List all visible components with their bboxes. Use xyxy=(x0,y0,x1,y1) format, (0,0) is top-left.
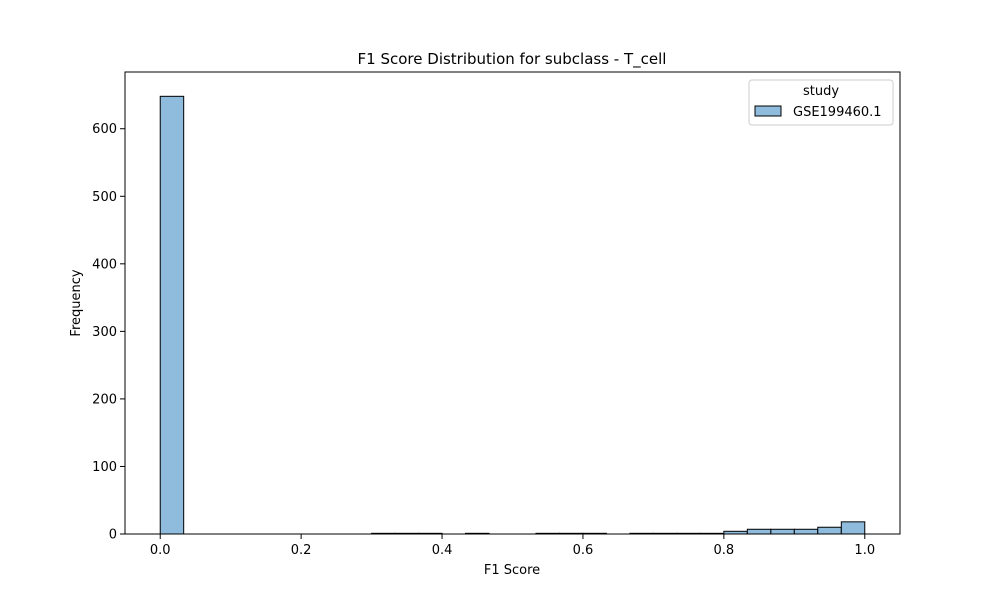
legend-title: study xyxy=(803,84,839,99)
legend-label: GSE199460.1 xyxy=(793,105,882,120)
chart-title: F1 Score Distribution for subclass - T_c… xyxy=(358,50,667,69)
legend: study GSE199460.1 xyxy=(748,79,894,126)
y-tick-label: 500 xyxy=(92,190,117,205)
x-tick-label: 1.0 xyxy=(854,543,875,558)
y-tick-label: 100 xyxy=(92,460,117,475)
histogram-bar xyxy=(817,526,842,535)
x-ticks: 0.0 0.2 0.4 0.6 0.8 1.0 xyxy=(150,534,875,558)
plot-frame xyxy=(124,71,901,535)
y-tick-label: 400 xyxy=(92,257,117,272)
x-tick-label: 0.6 xyxy=(573,543,594,558)
x-tick-label: 0.8 xyxy=(714,543,735,558)
x-tick-label: 0.4 xyxy=(432,543,453,558)
legend-swatch xyxy=(754,105,782,117)
histogram-bar xyxy=(840,521,866,535)
y-tick-label: 0 xyxy=(109,528,117,543)
x-tick-label: 0.0 xyxy=(150,543,171,558)
y-tick-label: 600 xyxy=(92,122,117,137)
histogram-bar xyxy=(159,95,185,535)
y-tick-label: 200 xyxy=(92,392,117,407)
y-axis-label: Frequency xyxy=(69,269,84,336)
x-tick-label: 0.2 xyxy=(291,543,312,558)
y-ticks: 0 100 200 300 400 500 600 xyxy=(92,122,125,543)
histogram-bar xyxy=(793,528,819,535)
x-axis-label: F1 Score xyxy=(484,563,540,578)
y-tick-label: 300 xyxy=(92,325,117,340)
legend-box xyxy=(748,79,894,126)
histogram-bar xyxy=(746,528,772,535)
histogram-bar xyxy=(770,528,795,535)
